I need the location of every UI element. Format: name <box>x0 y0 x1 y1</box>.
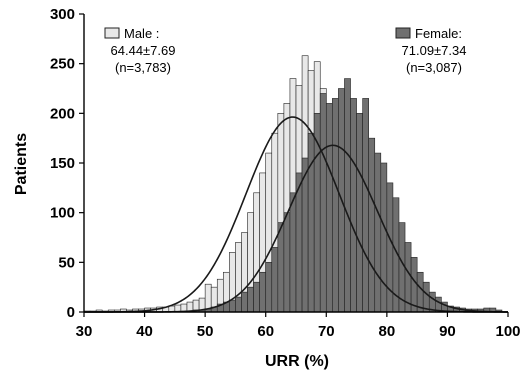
female-bar <box>332 98 339 313</box>
female-bar <box>259 271 267 313</box>
female-bar <box>253 281 260 313</box>
y-tick-label: 150 <box>50 155 75 172</box>
x-tick-label: 40 <box>136 323 153 340</box>
x-tick-label: 80 <box>379 323 396 340</box>
x-tick-label: 50 <box>197 323 214 340</box>
female-bar <box>271 247 279 313</box>
female-bar <box>325 103 333 313</box>
y-tick-label: 100 <box>50 205 75 222</box>
legend-female-stats: 71.09±7.34 <box>402 43 467 58</box>
legend-female-swatch <box>395 27 411 39</box>
legend-male-count: (n=3,783) <box>115 60 171 75</box>
female-bar <box>289 192 297 313</box>
female-bar <box>410 257 418 313</box>
x-tick-label: 100 <box>495 323 520 340</box>
female-bar <box>344 78 351 313</box>
legend-male-label: Male : <box>124 26 159 41</box>
female-bar <box>380 162 388 313</box>
female-bar <box>241 291 248 313</box>
female-bar <box>229 299 236 313</box>
y-tick-label: 50 <box>58 254 75 271</box>
x-tick-label: 70 <box>318 323 335 340</box>
female-bar <box>265 262 273 313</box>
legend-female-label: Female: <box>415 26 462 41</box>
x-tick-label: 30 <box>76 323 93 340</box>
female-bar <box>319 93 327 313</box>
legend-male-swatch <box>104 27 120 39</box>
female-bar <box>283 212 291 313</box>
female-bar <box>362 98 369 313</box>
legend-male: Male : 64.44±7.69 (n=3,783) <box>104 26 176 75</box>
female-bar <box>368 137 376 313</box>
y-tick-label: 200 <box>50 105 75 122</box>
y-tick-label: 0 <box>67 304 75 321</box>
y-tick-label: 300 <box>50 6 75 23</box>
female-bar <box>356 113 363 313</box>
legend-female-count: (n=3,087) <box>406 60 462 75</box>
female-bar <box>235 296 242 313</box>
female-bar <box>277 222 285 313</box>
female-bar <box>301 157 309 313</box>
axes: 30 40 50 60 70 80 90 100 0 50 100 150 200 250 300 <box>50 6 521 340</box>
male-fit-curve <box>84 116 509 313</box>
female-bar <box>247 286 254 313</box>
y-tick-label: 250 <box>50 56 75 73</box>
x-axis-title: URR (%) <box>265 353 329 370</box>
female-bar <box>350 98 357 313</box>
y-axis-title: Patients <box>13 133 30 195</box>
x-tick-label: 60 <box>257 323 274 340</box>
female-bar <box>422 281 430 313</box>
legend-female: Female: 71.09±7.34 (n=3,087) <box>395 26 467 75</box>
legend-male-stats: 64.44±7.69 <box>111 43 176 58</box>
x-tick-label: 90 <box>439 323 456 340</box>
female-bar <box>374 152 382 313</box>
